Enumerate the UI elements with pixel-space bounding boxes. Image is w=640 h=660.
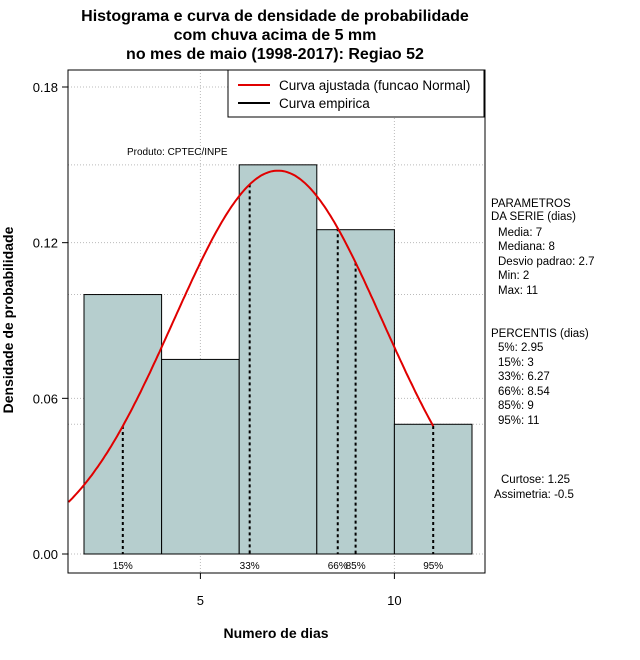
kurtosis-value: Curtose: 1.25 bbox=[501, 474, 570, 486]
skewness-value: Assimetria: -0.5 bbox=[494, 489, 574, 501]
normal-curve bbox=[67, 169, 435, 503]
param-heading-1: PARAMETROS bbox=[491, 198, 571, 210]
legend-label-fitted: Curva ajustada (funcao Normal) bbox=[279, 78, 470, 93]
percentile-label: 33% bbox=[240, 561, 260, 572]
x-axis-title: Numero de dias bbox=[223, 625, 328, 641]
chart-title-line-3: no mes de maio (1998-2017): Regiao 52 bbox=[126, 46, 424, 63]
param-heading-2: DA SERIE (dias) bbox=[491, 211, 576, 223]
x-tick-label: 5 bbox=[197, 593, 204, 608]
y-tick-label: 0.12 bbox=[33, 236, 58, 251]
percentile-66: 66%: 8.54 bbox=[498, 386, 550, 398]
percentile-label: 15% bbox=[113, 561, 133, 572]
percentile-33: 33%: 6.27 bbox=[498, 371, 550, 383]
histogram-bar bbox=[238, 164, 318, 555]
param-min: Min: 2 bbox=[498, 270, 529, 282]
percentile-lines: 15% 33% 66%85% 95% bbox=[113, 184, 443, 572]
x-tick-label: 10 bbox=[387, 593, 401, 608]
series-percentiles: PERCENTIS (dias) 5%: 2.95 15%: 3 33%: 6.… bbox=[491, 328, 589, 427]
percentile-95: 95%: 11 bbox=[498, 415, 539, 427]
percentile-label: 66% bbox=[328, 561, 348, 572]
legend-label-empirical: Curva empirica bbox=[279, 96, 370, 111]
fitted-normal-curve bbox=[67, 169, 435, 503]
histogram-bar bbox=[161, 358, 240, 555]
y-tick-label: 0.18 bbox=[33, 80, 58, 95]
param-max: Max: 11 bbox=[498, 285, 538, 297]
percentile-15: 15%: 3 bbox=[498, 357, 534, 369]
param-median: Mediana: 8 bbox=[498, 241, 555, 253]
percentile-label: 85% bbox=[346, 561, 366, 572]
legend-box bbox=[227, 69, 485, 118]
percentile-5: 5%: 2.95 bbox=[498, 342, 543, 354]
product-label: Produto: CPTEC/INPE bbox=[127, 147, 228, 158]
percentile-label: 95% bbox=[423, 561, 443, 572]
y-axis-title: Densidade de probabilidade bbox=[0, 226, 16, 413]
chart-title-line-2: com chuva acima de 5 mm bbox=[174, 27, 377, 44]
histogram-bars bbox=[83, 164, 473, 555]
percentile-85: 85%: 9 bbox=[498, 400, 534, 412]
percentile-heading: PERCENTIS (dias) bbox=[491, 328, 589, 340]
param-sd: Desvio padrao: 2.7 bbox=[498, 256, 595, 268]
y-tick-label: 0.06 bbox=[33, 391, 58, 406]
series-parameters: PARAMETROS DA SERIE (dias) Media: 7 Medi… bbox=[491, 198, 595, 297]
legend: Curva ajustada (funcao Normal) Curva emp… bbox=[227, 69, 485, 118]
histogram-bar bbox=[316, 229, 395, 555]
param-mean: Media: 7 bbox=[498, 227, 542, 239]
chart-title-line-1: Histograma e curva de densidade de proba… bbox=[81, 8, 469, 25]
y-tick-label: 0.00 bbox=[33, 547, 58, 562]
shape-statistics: Curtose: 1.25 Assimetria: -0.5 bbox=[494, 474, 574, 501]
